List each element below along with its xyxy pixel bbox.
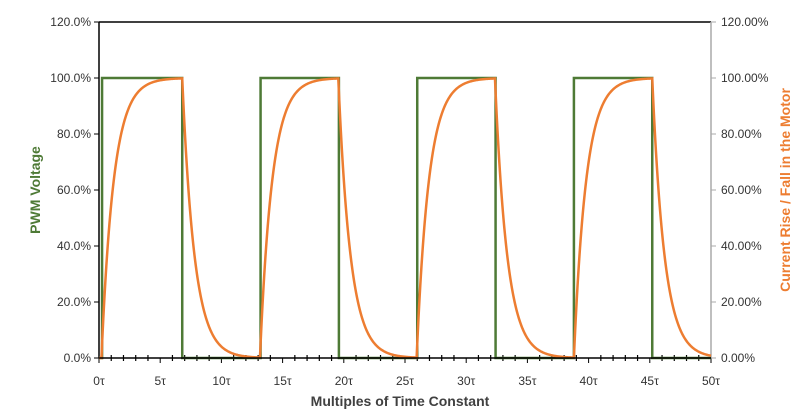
y-tick-label: 100.0% — [50, 71, 91, 85]
y2-tick-label: 40.00% — [721, 239, 762, 253]
y2-tick-label: 100.00% — [721, 71, 769, 85]
y2-tick-label: 120.00% — [721, 15, 769, 29]
x-tick-label: 40τ — [580, 374, 598, 388]
x-tick-label: 15τ — [274, 374, 292, 388]
x-tick-label: 5τ — [154, 374, 166, 388]
y-tick-label: 120.0% — [50, 15, 91, 29]
y2-axis-title: Current Rise / Fall in the Motor — [777, 88, 793, 292]
x-tick-label: 10τ — [212, 374, 230, 388]
y-tick-label: 80.0% — [57, 127, 91, 141]
x-axis-ticks: 0τ 5τ 10τ 15τ 20τ 25τ 30τ 35τ 40τ 45τ 50τ — [93, 355, 720, 388]
y-axis-title: PWM Voltage — [27, 146, 43, 234]
plot-frame — [98, 21, 712, 358]
x-tick-label: 0τ — [93, 374, 105, 388]
y2-tick-label: 80.00% — [721, 127, 762, 141]
x-tick-label: 25τ — [396, 374, 414, 388]
x-tick-label: 50τ — [702, 374, 720, 388]
y2-tick-label: 60.00% — [721, 183, 762, 197]
y-axis-ticks: 0.0% 20.0% 40.0% 60.0% 80.0% 100.0% 120.0% — [50, 15, 99, 365]
y2-tick-label: 0.00% — [721, 351, 755, 365]
x-tick-label: 20τ — [335, 374, 353, 388]
y2-axis-ticks: 0.00% 20.00% 40.00% 60.00% 80.00% 100.00% 120.… — [711, 15, 769, 365]
x-tick-label: 35τ — [518, 374, 536, 388]
motor-current-series — [99, 77, 712, 360]
y-tick-label: 60.0% — [57, 183, 91, 197]
y-tick-label: 20.0% — [57, 295, 91, 309]
x-axis-title: Multiples of Time Constant — [311, 393, 490, 409]
x-tick-label: 30τ — [457, 374, 475, 388]
y-tick-label: 40.0% — [57, 239, 91, 253]
series-layer — [99, 76, 712, 360]
x-tick-label: 45τ — [641, 374, 659, 388]
y-tick-label: 0.0% — [64, 351, 92, 365]
y2-tick-label: 20.00% — [721, 295, 762, 309]
